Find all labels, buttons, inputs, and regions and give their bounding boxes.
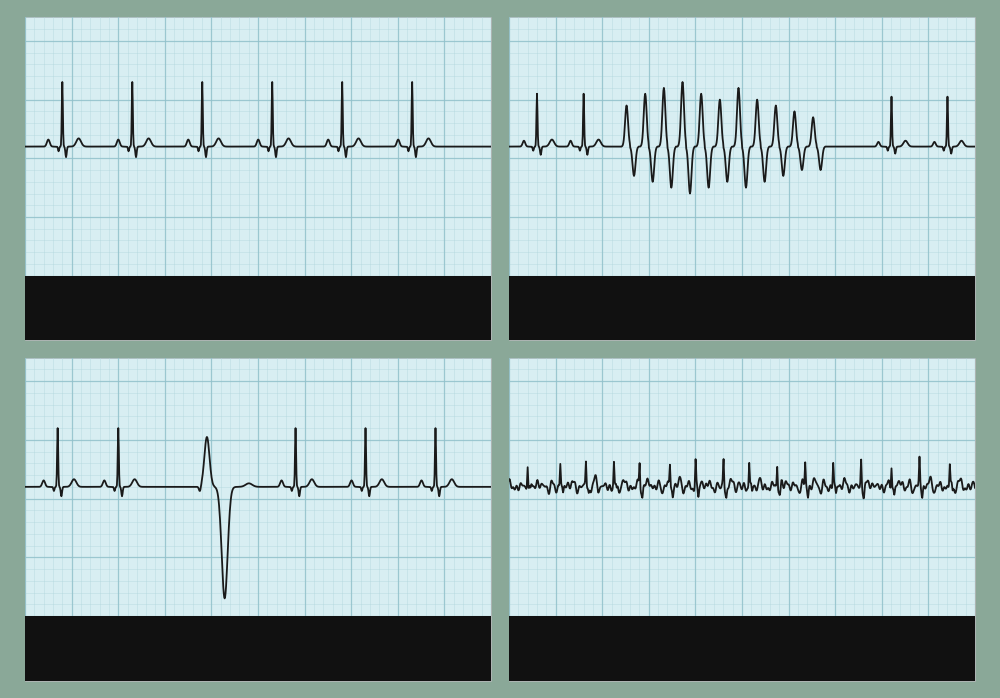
Text: Single early ventricular complex
in the background of sinus rhythm: Single early ventricular complex in the … (113, 630, 403, 667)
Text: Atrial fibrillation: Atrial fibrillation (636, 637, 848, 660)
Text: Normal sinus rhythm: Normal sinus rhythm (123, 297, 393, 320)
Text: Ventricular tachycardia to sinus
rhythm background: Ventricular tachycardia to sinus rhythm … (595, 288, 889, 327)
